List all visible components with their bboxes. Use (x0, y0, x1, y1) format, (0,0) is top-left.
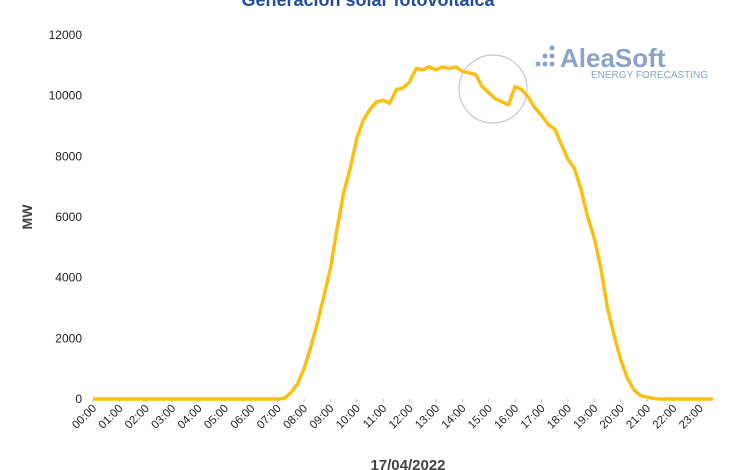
x-axis-label: 17/04/2022 (370, 457, 445, 470)
x-tick-label: 16:00 (492, 403, 521, 432)
x-tick-label: 15:00 (466, 403, 495, 432)
x-tick-label: 10:00 (334, 403, 363, 432)
x-tick-label: 23:00 (677, 403, 706, 432)
x-tick-label: 17:00 (519, 403, 548, 432)
y-tick-label: 2000 (55, 331, 82, 345)
x-tick-label: 03:00 (149, 403, 178, 432)
x-tick-label: 02:00 (123, 403, 152, 432)
logo-dot (535, 61, 541, 67)
x-tick-label: 18:00 (545, 403, 574, 432)
y-tick-label: 4000 (55, 271, 82, 285)
logo-dot (542, 53, 548, 59)
chart-title: Generación solar fotovoltaica (241, 0, 495, 10)
x-tick-label: 05:00 (202, 403, 231, 432)
x-tick-label: 04:00 (176, 403, 205, 432)
y-tick-label: 0 (75, 392, 82, 406)
x-tick-label: 08:00 (281, 403, 310, 432)
logo-tagline: ENERGY FORECASTING (591, 70, 708, 81)
y-tick-label: 10000 (49, 89, 83, 103)
x-tick-label: 22:00 (651, 403, 680, 432)
x-tick-label: 09:00 (308, 403, 337, 432)
logo-dot (542, 61, 548, 67)
x-tick-label: 07:00 (255, 403, 284, 432)
logo-name: AleaSoft (560, 43, 666, 73)
series-line (93, 65, 713, 401)
y-tick-label: 12000 (49, 28, 83, 42)
x-tick-label: 19:00 (572, 403, 601, 432)
x-tick-label: 13:00 (413, 403, 442, 432)
highlight-circle (458, 54, 528, 124)
x-tick-label: 06:00 (229, 403, 258, 432)
y-axis-label: MW (19, 204, 35, 230)
x-tick-label: 00:00 (70, 403, 99, 432)
x-tick-label: 20:00 (598, 403, 627, 432)
x-tick-label: 14:00 (440, 403, 469, 432)
x-tick-label: 12:00 (387, 403, 416, 432)
x-tick-label: 21:00 (624, 403, 653, 432)
y-tick-label: 6000 (55, 210, 82, 224)
logo-dot (549, 53, 555, 59)
y-tick-label: 8000 (55, 149, 82, 163)
logo-dot (549, 45, 555, 51)
x-tick-label: 11:00 (361, 403, 389, 431)
logo-dot (549, 61, 555, 67)
x-tick-label: 01:00 (97, 403, 126, 432)
logo: AleaSoft ENERGY FORECASTING (535, 43, 708, 81)
